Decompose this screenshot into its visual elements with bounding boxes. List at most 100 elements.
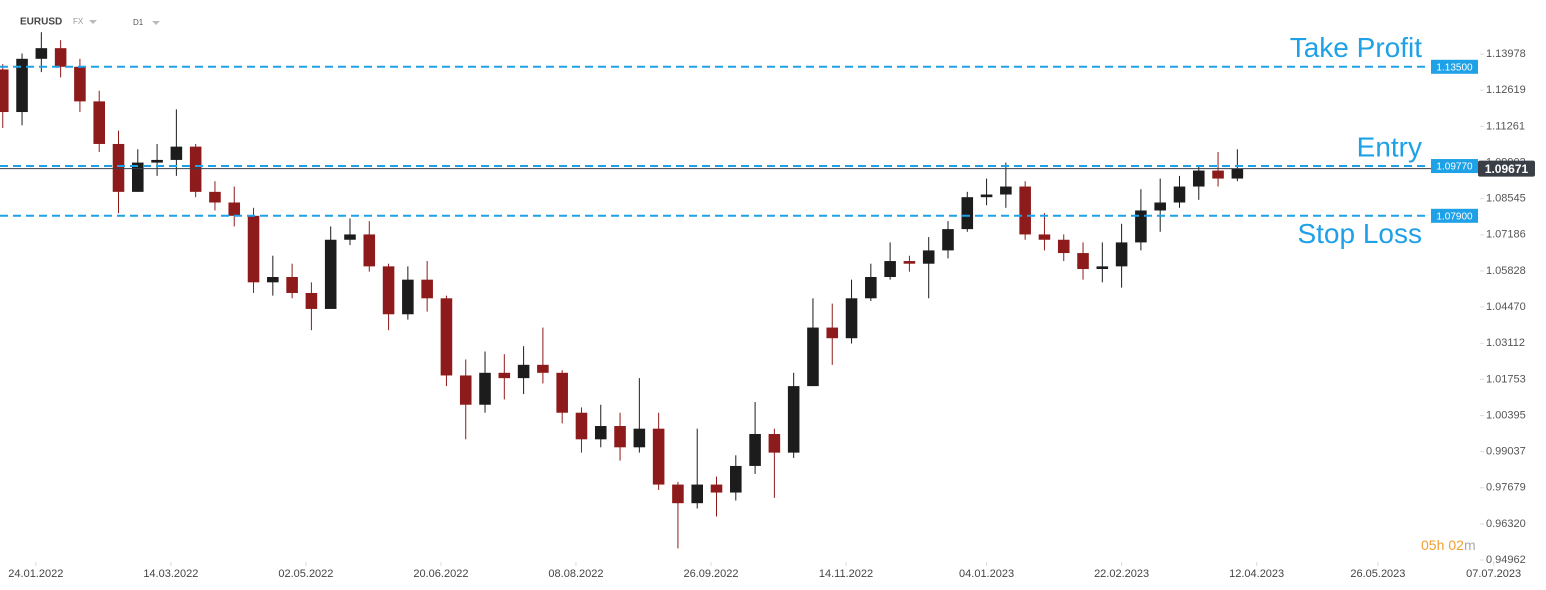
candle-body bbox=[189, 146, 202, 192]
dropdown-arrow[interactable] bbox=[89, 20, 97, 24]
candle-body bbox=[112, 143, 125, 192]
market: FX bbox=[73, 17, 84, 26]
candle-body bbox=[247, 215, 260, 283]
candle-body bbox=[672, 484, 684, 504]
candle-body bbox=[1173, 186, 1186, 203]
candle-body bbox=[961, 197, 974, 230]
candle-body bbox=[903, 261, 916, 264]
x-tick-label: 12.04.2023 bbox=[1229, 568, 1284, 580]
timer: 05h 02m bbox=[1421, 537, 1476, 553]
x-tick-label: 26.09.2022 bbox=[683, 568, 738, 580]
y-tick-label: 1.03112 bbox=[1486, 337, 1525, 349]
candle-body bbox=[652, 428, 665, 485]
level-tag bbox=[1431, 159, 1478, 174]
x-tick-label: 24.01.2022 bbox=[8, 568, 63, 580]
x-tick-label: 02.05.2022 bbox=[278, 568, 333, 580]
current-price-tag bbox=[1478, 160, 1535, 177]
candle-body bbox=[1135, 210, 1147, 243]
candle-body bbox=[93, 101, 105, 144]
candle-body bbox=[0, 69, 9, 113]
level-price: 1.09770 bbox=[1436, 162, 1473, 173]
candle-body bbox=[228, 202, 241, 216]
candle-body bbox=[537, 364, 549, 373]
candle-body bbox=[710, 484, 723, 493]
timer-minutes: 02 bbox=[1448, 537, 1464, 553]
candle-body bbox=[132, 162, 144, 192]
x-tick-label: 26.05.2023 bbox=[1350, 568, 1405, 580]
candle-body bbox=[151, 159, 163, 163]
y-tick-label: 1.07186 bbox=[1486, 229, 1526, 241]
candle-body bbox=[402, 279, 414, 315]
level-price: 1.13500 bbox=[1436, 62, 1473, 73]
candle-body bbox=[479, 372, 491, 405]
y-tick-label: 0.96320 bbox=[1486, 518, 1526, 530]
candle-body bbox=[826, 327, 839, 339]
candle-body bbox=[382, 266, 395, 315]
candle-body bbox=[517, 364, 530, 379]
candle-body bbox=[1231, 168, 1244, 179]
candle-body bbox=[344, 234, 356, 240]
level-name: Entry bbox=[1357, 131, 1422, 162]
candle-body bbox=[1192, 170, 1205, 187]
candle-body bbox=[807, 327, 819, 387]
candle-body bbox=[980, 194, 993, 198]
y-tick-label: 1.04470 bbox=[1486, 301, 1526, 313]
y-tick-label: 1.00395 bbox=[1486, 409, 1526, 421]
candle-body bbox=[440, 298, 453, 376]
candle-body bbox=[170, 146, 183, 160]
x-tick-label: 08.08.2022 bbox=[548, 568, 603, 580]
x-tick-label: 14.11.2022 bbox=[819, 568, 873, 580]
x-tick-label: 04.01.2023 bbox=[959, 568, 1014, 580]
y-tick-label: 1.01753 bbox=[1486, 373, 1526, 385]
candle-body bbox=[35, 48, 48, 59]
current-price-label: 1.09671 bbox=[1485, 162, 1529, 176]
candle-body bbox=[614, 426, 626, 448]
candle-body bbox=[865, 277, 877, 299]
candle-body bbox=[74, 66, 86, 102]
timer-hours-unit: h bbox=[1437, 537, 1445, 553]
candle-body bbox=[749, 434, 761, 466]
timeframe[interactable]: D1 bbox=[133, 18, 144, 27]
candle-body bbox=[768, 434, 781, 453]
level-name: Take Profit bbox=[1290, 32, 1422, 63]
candle-body bbox=[594, 426, 607, 440]
dropdown-arrow[interactable] bbox=[152, 21, 160, 25]
y-tick-label: 1.05828 bbox=[1486, 265, 1526, 277]
candle-body bbox=[691, 484, 704, 504]
candle-body bbox=[209, 191, 221, 203]
candle-body bbox=[884, 261, 896, 278]
candle-body bbox=[1212, 170, 1224, 179]
candle-body bbox=[1096, 266, 1109, 270]
candle-body bbox=[575, 412, 588, 440]
level-tag bbox=[1431, 59, 1478, 74]
x-tick-label: 22.02.2023 bbox=[1094, 568, 1149, 580]
x-tick-label: 20.06.2022 bbox=[413, 568, 468, 580]
level-name: Stop Loss bbox=[1297, 218, 1422, 249]
candle-body bbox=[787, 386, 800, 453]
candle-body bbox=[1038, 234, 1051, 240]
candle-body bbox=[459, 375, 472, 405]
x-tick-label: 07.07.2023 bbox=[1466, 568, 1521, 580]
candle-body bbox=[267, 277, 279, 283]
x-tick-label: 14.03.2022 bbox=[143, 568, 198, 580]
candle-body bbox=[730, 465, 742, 493]
candle-body bbox=[363, 234, 376, 267]
candle-body bbox=[556, 372, 568, 413]
candle-body bbox=[1000, 186, 1012, 195]
candle-body bbox=[305, 292, 318, 309]
y-tick-label: 1.11261 bbox=[1486, 120, 1525, 132]
level-price: 1.07900 bbox=[1436, 211, 1473, 222]
y-tick-label: 0.99037 bbox=[1486, 446, 1526, 458]
candle-body bbox=[324, 239, 337, 309]
candle-body bbox=[942, 229, 954, 251]
y-tick-label: 0.97679 bbox=[1486, 482, 1526, 494]
candle-body bbox=[1154, 202, 1166, 211]
candle-body bbox=[421, 279, 433, 299]
timer-hours: 05 bbox=[1421, 537, 1437, 553]
candle-body bbox=[633, 428, 646, 448]
symbol[interactable]: EURUSD bbox=[20, 17, 62, 28]
candle-body bbox=[498, 372, 511, 379]
candle-body bbox=[1115, 242, 1128, 267]
